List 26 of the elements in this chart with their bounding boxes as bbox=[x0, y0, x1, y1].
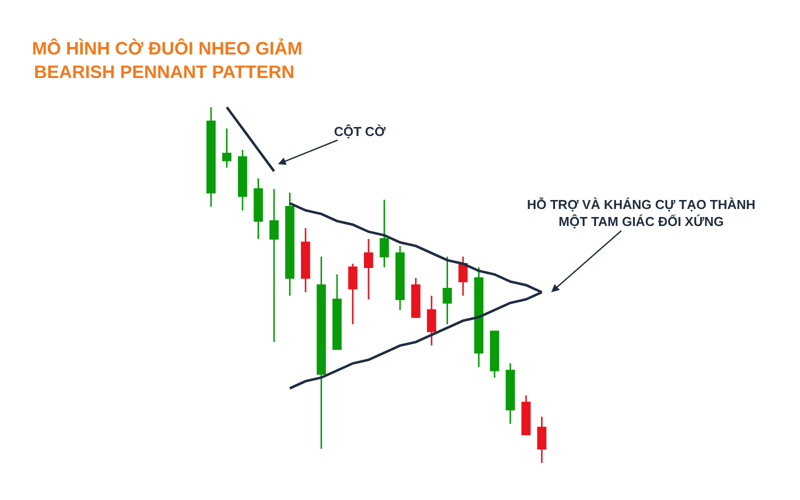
candlestick bbox=[269, 188, 279, 343]
candlestick bbox=[411, 277, 420, 318]
candlestick bbox=[395, 245, 405, 311]
candlestick bbox=[474, 266, 484, 368]
chart-subtitle: BEARISH PENNANT PATTERN bbox=[34, 62, 294, 82]
candlestick bbox=[521, 394, 531, 436]
candlestick bbox=[364, 238, 374, 300]
candlestick bbox=[506, 362, 515, 425]
chart-title: MÔ HÌNH CỜ ĐUÔI NHEO GIẢM bbox=[32, 37, 302, 58]
candlestick bbox=[537, 416, 546, 464]
candlestick bbox=[426, 295, 436, 346]
candlestick bbox=[206, 106, 216, 208]
candlestick bbox=[285, 192, 294, 297]
candlestick bbox=[222, 128, 232, 168]
candlestick bbox=[300, 227, 310, 293]
annotation: HỖ TRỢ VÀ KHÁNG CỰ TẠO THÀNH MỘT TAM GIÁC ĐỐI XỨNG bbox=[527, 197, 756, 229]
candlestick bbox=[238, 149, 248, 212]
annotation: CỘT CỜ bbox=[334, 124, 386, 139]
candlestick bbox=[380, 198, 389, 268]
candlestick bbox=[316, 256, 326, 450]
candlestick bbox=[458, 256, 468, 297]
candlestick bbox=[442, 256, 452, 325]
candlestick bbox=[332, 274, 342, 350]
candlestick bbox=[254, 178, 263, 240]
candlestick bbox=[348, 263, 358, 325]
candlestick bbox=[490, 330, 500, 378]
